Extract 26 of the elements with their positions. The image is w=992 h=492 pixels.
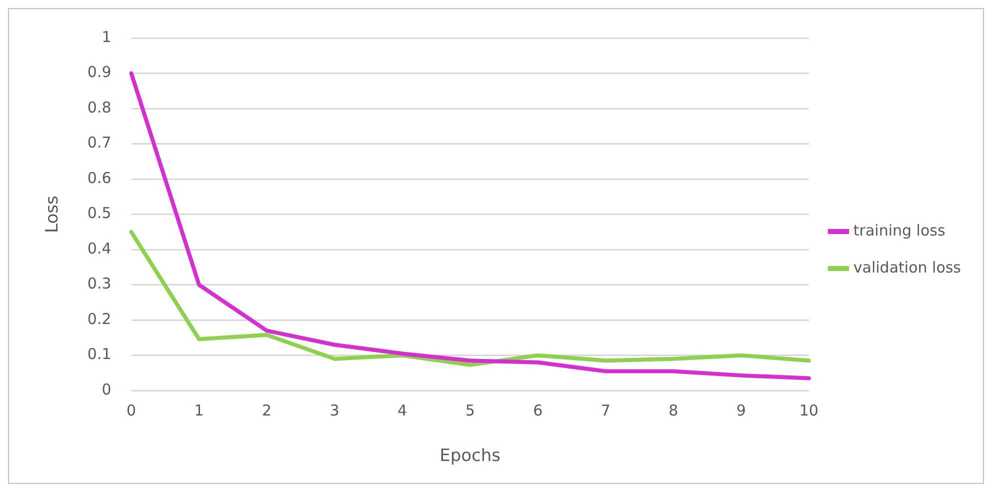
x-tick-label: 1 [194, 401, 204, 420]
x-tick-label: 8 [668, 401, 678, 420]
x-tick-label: 6 [533, 401, 543, 420]
y-tick-label: 0.4 [87, 239, 112, 258]
legend-label: training loss [853, 221, 946, 240]
y-tick-label: 1 [102, 28, 112, 46]
x-tick-label: 3 [330, 401, 340, 420]
y-tick-label: 0.2 [87, 310, 112, 328]
y-tick-label: 0.7 [87, 134, 112, 152]
x-tick-label: 7 [600, 401, 610, 420]
y-tick-label: 0.3 [87, 274, 112, 293]
y-tick-label: 0.6 [87, 168, 112, 187]
x-tick-label: 9 [736, 401, 746, 420]
x-tick-label: 5 [465, 401, 475, 420]
y-tick-label: 0.8 [87, 98, 112, 116]
x-tick-label: 2 [262, 401, 272, 420]
legend-label: validation loss [853, 258, 962, 276]
y-axis-title: Loss [42, 196, 63, 233]
x-axis-title: Epochs [440, 446, 501, 466]
x-tick-label: 0 [126, 401, 136, 420]
y-tick-label: 0.9 [87, 63, 112, 82]
y-tick-label: 0 [102, 380, 112, 398]
y-tick-label: 0.5 [87, 204, 112, 222]
x-tick-label: 4 [398, 401, 408, 420]
x-tick-label: 10 [799, 401, 818, 420]
y-tick-label: 0.1 [87, 345, 112, 364]
